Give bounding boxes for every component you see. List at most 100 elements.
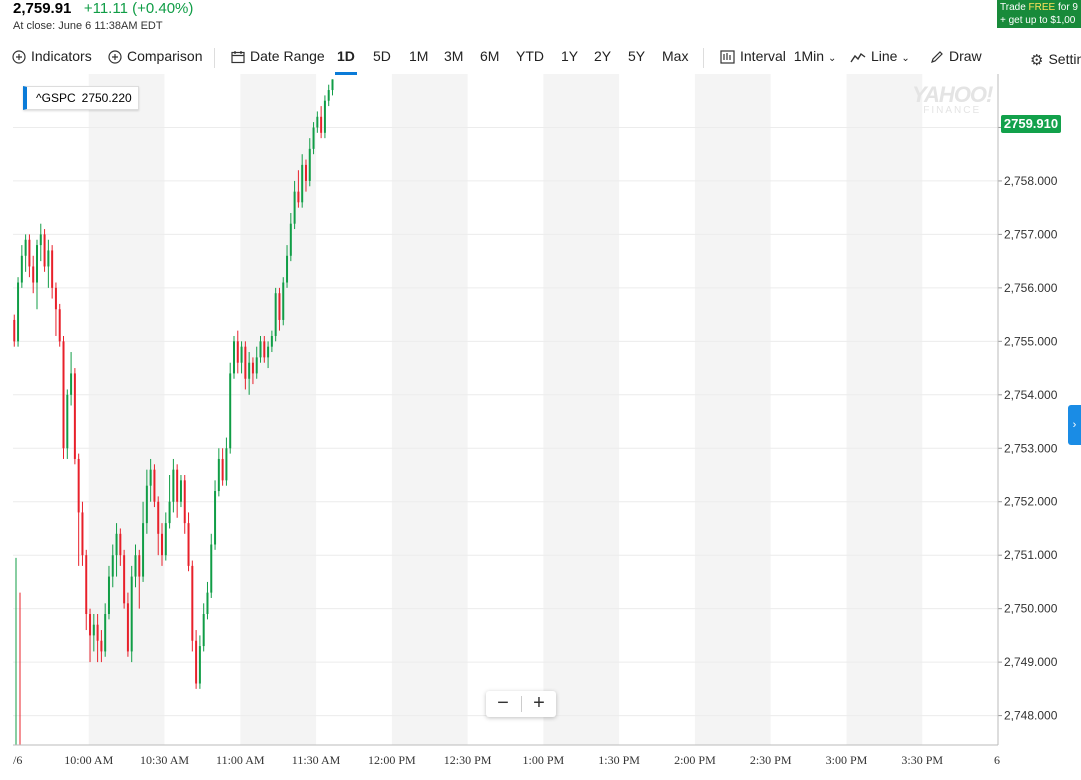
range-6m[interactable]: 6M (480, 48, 499, 64)
range-5y[interactable]: 5Y (628, 48, 645, 64)
range-label: 1M (409, 48, 429, 64)
range-2y[interactable]: 2Y (594, 48, 611, 64)
candle-body (73, 373, 76, 459)
candle-body (20, 255, 23, 283)
y-tick-label: 2,749.000 (1004, 655, 1058, 669)
candle-body (331, 79, 334, 91)
range-1d[interactable]: 1D (335, 48, 357, 75)
y-tick-label: 2,750.000 (1004, 602, 1058, 616)
interval-value: 1Min (793, 48, 825, 64)
settings-button[interactable]: ⚙ Settin (1030, 51, 1081, 69)
candle-body (198, 646, 201, 684)
candle-body (153, 469, 156, 502)
candle-body (58, 309, 61, 342)
chevron-down-icon: ⌄ (827, 53, 837, 64)
candle-body (96, 624, 99, 641)
candle-body (35, 245, 38, 283)
range-ytd[interactable]: YTD (516, 48, 544, 64)
zoom-out-button[interactable]: − (497, 692, 509, 714)
candle-body (81, 512, 84, 556)
yahoo-finance-watermark: YAHOO! FINANCE (912, 84, 993, 116)
current-price: 2,759.91 (13, 0, 72, 17)
date-range-label: Date Range (250, 48, 325, 64)
date-range-button[interactable]: Date Range (231, 48, 325, 64)
line-chart-icon (850, 53, 866, 63)
candle-body (187, 523, 190, 566)
candle-body (51, 250, 54, 288)
y-tick-label: 2,752.000 (1004, 495, 1058, 509)
chart-type-label: Line (871, 48, 898, 64)
candle-body (267, 346, 270, 358)
promo-prefix: Trade (1000, 2, 1029, 13)
toolbar-divider (214, 48, 215, 68)
indicators-label: Indicators (31, 48, 92, 64)
candle-body (289, 223, 292, 256)
range-label: YTD (516, 48, 544, 64)
promo-banner[interactable]: Trade FREE for 9 + get up to $1,00 (997, 0, 1081, 28)
range-label: 3M (444, 48, 464, 64)
symbol-tooltip: ^GSPC 2750.220 (23, 86, 139, 110)
zoom-divider (521, 696, 522, 712)
range-label: 6M (480, 48, 500, 64)
range-1y[interactable]: 1Y (561, 48, 578, 64)
candle-body (183, 480, 186, 524)
price-change: +11.11 (+0.40%) (83, 0, 194, 17)
candle-body (172, 469, 175, 502)
candle-body (259, 341, 262, 358)
chart-toolbar: Indicators Comparison Date Range 1D 5D 1… (0, 44, 1081, 75)
shaded-band (88, 74, 165, 745)
chevron-right-icon[interactable]: › (1068, 405, 1081, 445)
x-tick-label: 12:00 PM (368, 753, 416, 767)
candle-body (248, 362, 251, 379)
range-3m[interactable]: 3M (444, 48, 463, 64)
indicators-button[interactable]: Indicators (12, 48, 92, 64)
candle-body (312, 127, 315, 149)
candle-body (100, 640, 103, 652)
shaded-band (391, 74, 468, 745)
candle-body (304, 164, 307, 181)
candle-body (157, 501, 160, 534)
y-tick-label: 2,755.000 (1004, 334, 1058, 348)
candle-body (43, 234, 46, 267)
candle-body (236, 341, 239, 363)
comparison-button[interactable]: Comparison (108, 48, 202, 64)
candle-body (232, 341, 235, 374)
x-edge-label: /6 (13, 753, 22, 767)
current-price-label: 2759.910 (1001, 115, 1061, 133)
promo-line2: + get up to $1,00 (1000, 15, 1076, 26)
x-tick-label: 2:30 PM (750, 753, 792, 767)
candle-body (282, 282, 285, 320)
candle-body (13, 319, 16, 342)
candle-body (214, 491, 217, 545)
range-5d[interactable]: 5D (373, 48, 391, 64)
range-1m[interactable]: 1M (409, 48, 428, 64)
candle-body (77, 458, 80, 513)
candle-body (297, 191, 300, 203)
interval-label: Interval (740, 48, 786, 64)
candle-body (202, 614, 205, 647)
candle-body (316, 116, 319, 128)
draw-label: Draw (949, 48, 982, 64)
candle-body (115, 533, 118, 556)
interval-dropdown[interactable]: Interval 1Min ⌄ (720, 48, 836, 64)
range-max[interactable]: Max (662, 48, 688, 64)
bar-chart-icon (720, 50, 735, 64)
shaded-band (240, 74, 317, 745)
chart-type-dropdown[interactable]: Line ⌄ (850, 48, 910, 64)
zoom-in-button[interactable]: + (533, 692, 545, 714)
range-label: 1D (337, 48, 355, 64)
active-range-underline (335, 72, 357, 75)
y-tick-label: 2,756.000 (1004, 281, 1058, 295)
candle-body (301, 164, 304, 203)
candle-body (142, 523, 145, 577)
candle-body (229, 373, 232, 449)
candle-body (119, 533, 122, 556)
candle-body (168, 501, 171, 524)
calendar-icon (231, 51, 245, 64)
candle-body (270, 335, 273, 347)
plus-circle-icon (12, 50, 26, 64)
draw-button[interactable]: Draw (930, 48, 982, 64)
range-label: Max (662, 48, 689, 64)
plus-circle-icon (108, 50, 122, 64)
